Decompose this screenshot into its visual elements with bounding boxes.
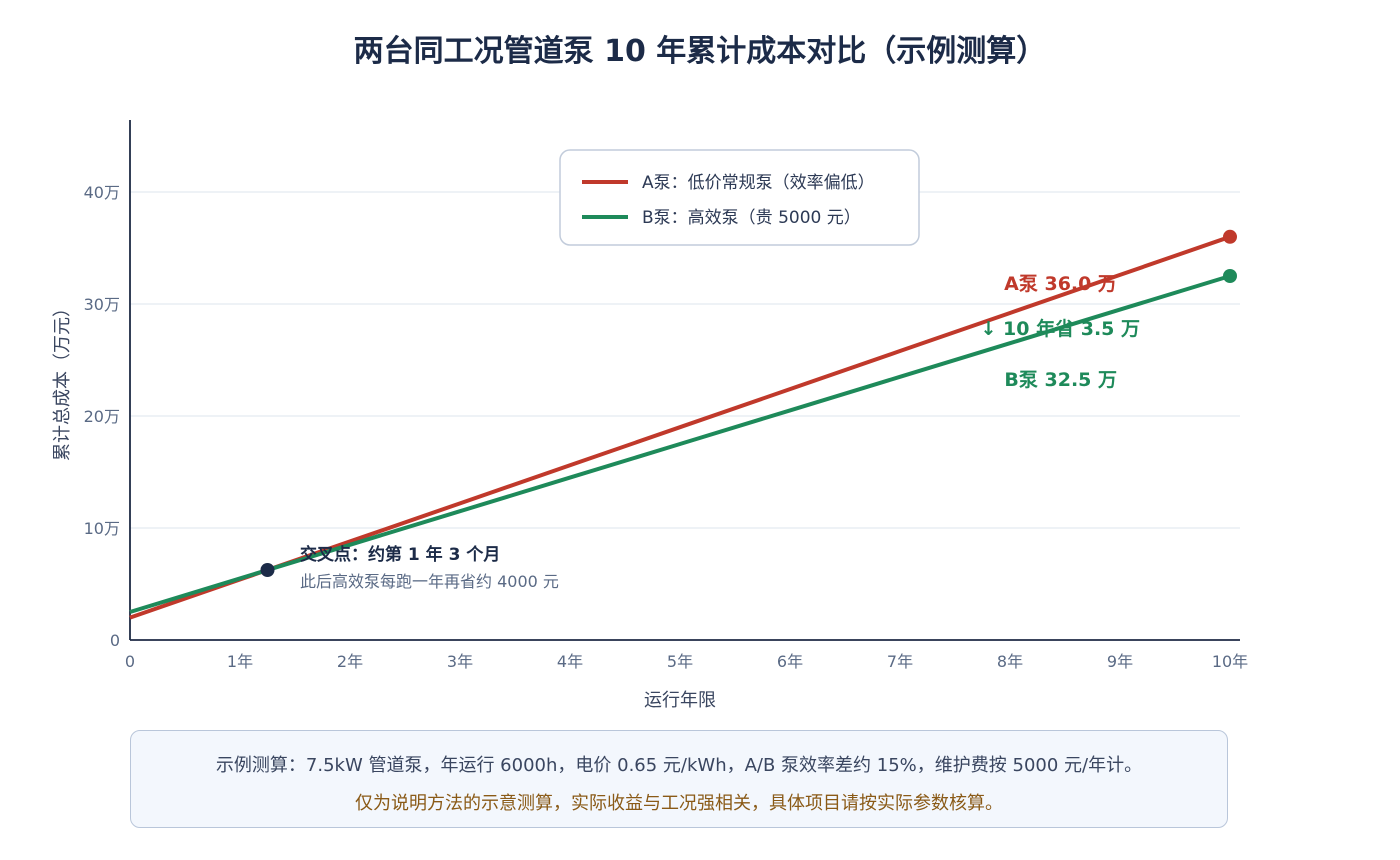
y-tick-label: 0 [110,631,120,650]
x-tick-label: 7年 [887,652,913,671]
footnote-line-2: 仅为说明方法的示意测算，实际收益与工况强相关，具体项目请按实际参数核算。 [355,793,1003,814]
legend-box [559,149,920,246]
footnote-line-1: 示例测算：7.5kW 管道泵，年运行 6000h，电价 0.65 元/kWh，A… [215,755,1143,776]
x-axis-label: 运行年限 [644,690,716,711]
series-line-1 [129,274,1231,614]
x-tick-label: 8年 [997,652,1023,671]
series-end-point-1 [1223,269,1237,283]
x-tick-label: 2年 [337,652,363,671]
tick-labels: 0 10万 20万 30万 40万 0 1年 2年 3年 4年 5年 6年 7年 8年 9年 10年 [84,183,1249,671]
x-tick-label: 5年 [667,652,693,671]
y-tick-label: 30万 [84,295,120,314]
crossover-title: 交叉点：约第 1 年 3 个月 [300,544,500,565]
x-tick-label: 0 [125,652,135,671]
end-label-b: B泵 32.5 万 [1004,369,1117,391]
x-tick-label: 10年 [1212,652,1248,671]
line-chart: 0 10万 20万 30万 40万 0 1年 2年 3年 4年 5年 6年 7年 8年 9年 10年 累计总成… [52,120,1249,711]
end-label-a: A泵 36.0 万 [1004,273,1117,295]
saving-label: ↓ 10 年省 3.5 万 [981,317,1140,340]
chart-title: 两台同工况管道泵 10 年累计成本对比（示例测算） [353,34,1047,69]
y-tick-label: 40万 [84,183,120,202]
x-tick-label: 9年 [1107,652,1133,671]
axes [129,120,1240,641]
x-tick-label: 1年 [227,652,253,671]
y-tick-label: 20万 [84,407,120,426]
series-end-point-0 [1223,229,1237,244]
x-tick-label: 3年 [447,652,473,671]
series-lines [129,229,1237,620]
crossover-subtitle: 此后高效泵每跑一年再省约 4000 元 [300,572,559,591]
crossover-point [260,563,275,577]
legend-label-0: A泵：低价常规泵（效率偏低） [642,173,875,193]
footnote-box: 示例测算：7.5kW 管道泵，年运行 6000h，电价 0.65 元/kWh，A… [130,730,1228,828]
x-tick-label: 4年 [557,652,583,671]
y-axis-label: 累计总成本（万元） [52,299,73,461]
x-tick-label: 6年 [777,652,803,671]
legend-label-1: B泵：高效泵（贵 5000 元） [642,208,861,228]
y-tick-label: 10万 [84,519,120,538]
legend: A泵：低价常规泵（效率偏低） B泵：高效泵（贵 5000 元） [559,149,920,246]
